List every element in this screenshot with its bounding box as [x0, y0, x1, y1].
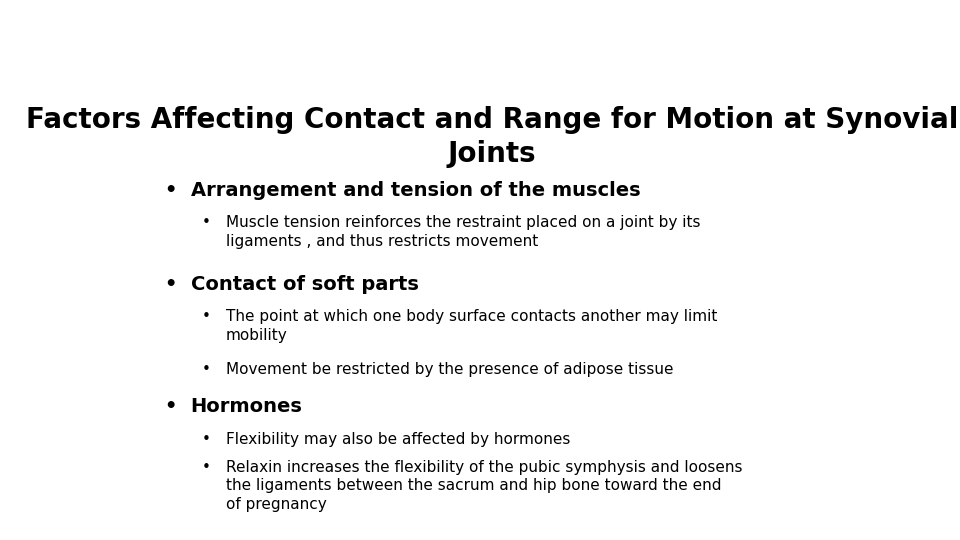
Text: Movement be restricted by the presence of adipose tissue: Movement be restricted by the presence o…	[226, 362, 673, 377]
Text: •: •	[202, 362, 210, 377]
Text: Hormones: Hormones	[191, 397, 302, 416]
Text: Muscle tension reinforces the restraint placed on a joint by its
ligaments , and: Muscle tension reinforces the restraint …	[226, 215, 700, 249]
Text: The point at which one body surface contacts another may limit
mobility: The point at which one body surface cont…	[226, 309, 717, 343]
Text: •: •	[202, 215, 210, 231]
Text: Arrangement and tension of the muscles: Arrangement and tension of the muscles	[191, 181, 640, 200]
Text: •: •	[165, 275, 177, 294]
Text: •: •	[165, 397, 177, 416]
Text: •: •	[202, 309, 210, 325]
Text: •: •	[202, 431, 210, 447]
Text: Contact of soft parts: Contact of soft parts	[191, 275, 419, 294]
Text: Factors Affecting Contact and Range for Motion at Synovial
Joints: Factors Affecting Contact and Range for …	[26, 106, 958, 168]
Text: Relaxin increases the flexibility of the pubic symphysis and loosens
the ligamen: Relaxin increases the flexibility of the…	[226, 460, 742, 512]
Text: •: •	[165, 181, 177, 200]
Text: •: •	[202, 460, 210, 475]
Text: Flexibility may also be affected by hormones: Flexibility may also be affected by horm…	[226, 431, 570, 447]
